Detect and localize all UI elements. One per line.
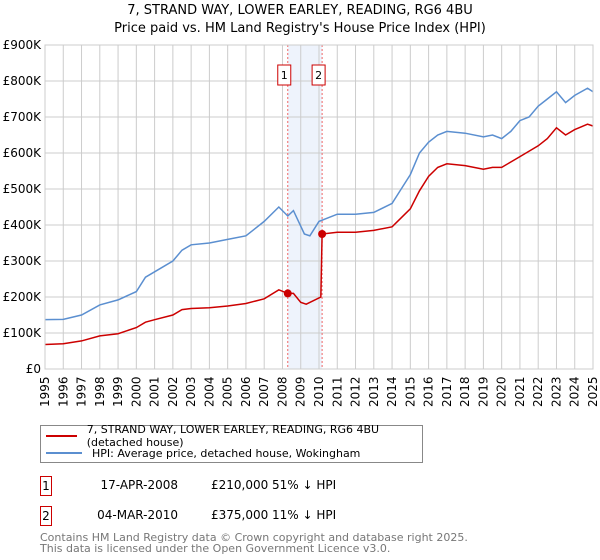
sale-point <box>318 230 327 238</box>
x-tick-label: 1996 <box>56 376 70 407</box>
x-tick-label: 2022 <box>531 376 545 407</box>
x-tick-label: 2000 <box>129 376 143 407</box>
x-tick-label: 2015 <box>403 376 417 407</box>
sale-price: £210,000 <box>211 478 269 492</box>
x-tick-label: 2020 <box>495 376 509 407</box>
sale-marker-label: 2 <box>315 69 322 82</box>
sale-hpi-diff: 51% ↓ HPI <box>272 478 337 492</box>
legend-item-property: 7, STRAND WAY, LOWER EARLEY, READING, RG… <box>46 423 422 449</box>
property-price-line <box>44 123 594 346</box>
y-tick-label: £700K <box>3 110 43 124</box>
x-tick-label: 2004 <box>202 376 216 407</box>
sale-marker-label: 1 <box>281 69 288 82</box>
sale-marker-box <box>277 64 292 86</box>
y-tick-label: £400K <box>3 218 43 232</box>
chart-title: 7, STRAND WAY, LOWER EARLEY, READING, RG… <box>127 3 473 18</box>
sale-point <box>283 289 292 298</box>
sale-marker-badge: 2 <box>40 506 52 526</box>
sale-date: 17-APR-2008 <box>100 478 178 492</box>
x-tick-label: 2019 <box>476 376 490 407</box>
y-tick-label: £900K <box>3 38 43 52</box>
x-tick-label: 2017 <box>440 376 454 407</box>
x-tick-label: 2023 <box>549 376 563 407</box>
x-tick-label: 2009 <box>294 376 308 407</box>
legend-label: HPI: Average price, detached house, Woki… <box>92 446 361 460</box>
footer-line: This data is licensed under the Open Gov… <box>40 542 391 555</box>
hpi-line <box>44 87 594 321</box>
x-tick-label: 2006 <box>239 376 253 407</box>
x-tick-label: 2013 <box>367 376 381 407</box>
x-tick-label: 2011 <box>330 376 344 407</box>
x-tick-label: 1995 <box>38 376 52 407</box>
sale-date: 04-MAR-2010 <box>97 508 178 522</box>
sale-hpi-diff: 11% ↓ HPI <box>272 508 337 522</box>
y-tick-label: £500K <box>3 182 43 196</box>
y-tick-label: £100K <box>3 326 43 340</box>
legend: 7, STRAND WAY, LOWER EARLEY, READING, RG… <box>40 423 423 463</box>
y-tick-label: £800K <box>3 74 43 88</box>
legend-item-hpi: HPI: Average price, detached house, Woki… <box>46 445 360 461</box>
x-tick-label: 2014 <box>385 376 399 407</box>
chart-subtitle: Price paid vs. HM Land Registry's House … <box>114 21 486 36</box>
x-tick-label: 2005 <box>221 376 235 407</box>
x-tick-label: 2008 <box>275 376 289 407</box>
y-tick-label: £200K <box>3 290 43 304</box>
y-tick-label: £600K <box>3 146 43 160</box>
plot-border <box>44 44 594 370</box>
footer: Contains HM Land Registry data © Crown c… <box>40 532 468 554</box>
x-tick-label: 1998 <box>93 376 107 407</box>
sale-marker-box <box>311 64 326 86</box>
sale-price: £375,000 <box>211 508 269 522</box>
x-tick-label: 2018 <box>458 376 472 407</box>
x-tick-label: 2010 <box>312 376 326 407</box>
x-tick-label: 1999 <box>111 376 125 407</box>
x-tick-label: 2016 <box>422 376 436 407</box>
x-tick-label: 2001 <box>148 376 162 407</box>
x-tick-label: 2003 <box>184 376 198 407</box>
y-tick-label: £0 <box>26 362 41 376</box>
footer-line: Contains HM Land Registry data © Crown c… <box>40 531 468 544</box>
y-tick-label: £300K <box>3 254 43 268</box>
x-tick-label: 1997 <box>75 376 89 407</box>
x-tick-label: 2002 <box>166 376 180 407</box>
x-tick-label: 2007 <box>257 376 271 407</box>
price-chart: £0 £100K £200K £300K £400K £500K £600K £700K £80… <box>3 38 600 407</box>
sale-row: 2 04-MAR-2010 £375,000 11% ↓ HPI <box>40 506 440 526</box>
blue-line-swatch <box>46 452 82 454</box>
sale-row: 1 17-APR-2008 £210,000 51% ↓ HPI <box>40 476 440 496</box>
legend-label: 7, STRAND WAY, LOWER EARLEY, READING, RG… <box>86 423 380 449</box>
x-tick-label: 2012 <box>349 376 363 407</box>
sale-period-shading <box>287 45 323 369</box>
x-tick-label: 2024 <box>568 376 582 407</box>
red-line-swatch <box>46 435 77 437</box>
sale-marker-badge: 1 <box>40 476 52 496</box>
x-tick-label: 2021 <box>513 376 527 407</box>
x-tick-label: 2025 <box>586 376 600 407</box>
